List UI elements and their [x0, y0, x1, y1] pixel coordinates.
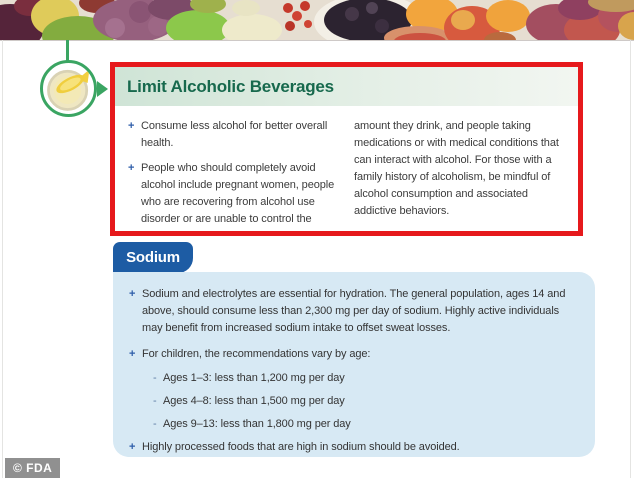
section-connector-line — [66, 40, 69, 63]
list-item: + Sodium and electrolytes are essential … — [129, 286, 579, 337]
dash-bullet-icon: - — [153, 372, 157, 384]
plus-bullet-icon: + — [129, 288, 136, 300]
plus-bullet-icon: + — [129, 441, 136, 453]
list-item: + People who should completely avoid alc… — [128, 160, 340, 228]
bullet-text: Sodium and electrolytes are essential fo… — [142, 288, 566, 334]
page-left-edge — [2, 40, 3, 478]
alcohol-section-title: Limit Alcoholic Beverages — [115, 67, 578, 106]
alcohol-right-column: amount they drink, and people taking med… — [354, 118, 566, 236]
sub-list-item: - Ages 4–8: less than 1,500 mg per day — [153, 393, 579, 410]
alcohol-left-column: + Consume less alcohol for better overal… — [128, 118, 340, 236]
list-item: + For children, the recommendations vary… — [129, 346, 579, 363]
sub-list-item: - Ages 1–3: less than 1,200 mg per day — [153, 370, 579, 387]
sodium-section-panel: + Sodium and electrolytes are essential … — [113, 272, 595, 457]
sub-list-item: - Ages 9–13: less than 1,800 mg per day — [153, 416, 579, 433]
plus-bullet-icon: + — [128, 120, 135, 132]
sub-bullet-text: Ages 1–3: less than 1,200 mg per day — [163, 372, 345, 384]
continuation-text: amount they drink, and people taking med… — [354, 120, 559, 217]
list-item: + Consume less alcohol for better overal… — [128, 118, 340, 152]
fda-watermark: © FDA — [5, 458, 61, 478]
sub-bullet-text: Ages 4–8: less than 1,500 mg per day — [163, 395, 345, 407]
alcohol-section: Limit Alcoholic Beverages + Consume less… — [110, 62, 583, 236]
fruit-photo-illustration — [0, 0, 634, 40]
lemon-drink-illustration — [47, 69, 90, 111]
page-right-edge — [630, 40, 631, 478]
sodium-section-tab: Sodium — [113, 242, 193, 273]
fruit-banner-image — [0, 0, 634, 41]
bullet-text: For children, the recommendations vary b… — [142, 348, 371, 360]
bullet-text: Consume less alcohol for better overall … — [141, 120, 328, 149]
bullet-text: Highly processed foods that are high in … — [142, 441, 460, 453]
plus-bullet-icon: + — [128, 162, 135, 174]
dash-bullet-icon: - — [153, 395, 157, 407]
bullet-text: People who should completely avoid alcoh… — [141, 162, 335, 225]
age-recommendations-list: - Ages 1–3: less than 1,200 mg per day -… — [153, 370, 579, 433]
list-item: + Highly processed foods that are high i… — [129, 439, 579, 456]
plus-bullet-icon: + — [129, 348, 136, 360]
sub-bullet-text: Ages 9–13: less than 1,800 mg per day — [163, 418, 351, 430]
dash-bullet-icon: - — [153, 418, 157, 430]
callout-pointer-icon — [97, 81, 108, 97]
lemon-drink-icon — [40, 60, 97, 117]
alcohol-section-body: + Consume less alcohol for better overal… — [115, 106, 578, 236]
